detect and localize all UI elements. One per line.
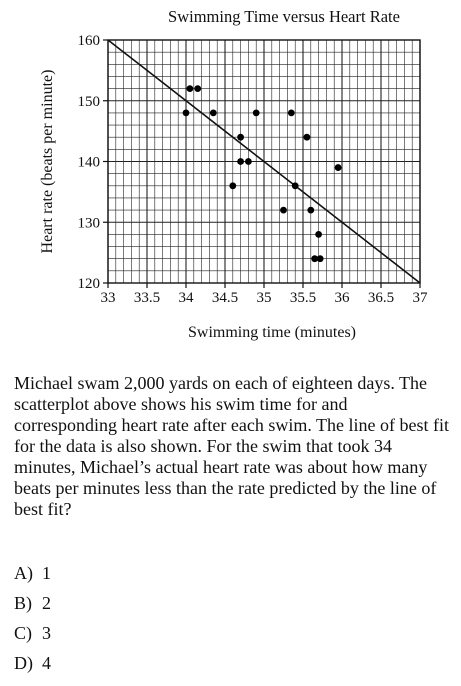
scatter-chart: 33 33.5 34 34.5 35 35.5 36 36.5 37 120 130 140 150 16…: [39, 7, 429, 341]
chart-title: Swimming Time versus Heart Rate: [168, 7, 400, 26]
choice-letter: C): [14, 623, 32, 643]
x-tick-label: 37: [413, 290, 429, 306]
y-axis-label: Heart rate (beats per minute): [39, 70, 56, 254]
x-tick-label: 36: [335, 290, 351, 306]
x-tick-label: 36.5: [368, 290, 394, 306]
data-point: [209, 109, 217, 117]
data-point: [311, 255, 319, 263]
x-tick-label: 34.5: [212, 290, 238, 306]
data-point: [194, 85, 202, 92]
data-point: [252, 109, 260, 117]
x-tick-label: 35.5: [290, 290, 316, 306]
chart-svg: 33 33.5 34 34.5 35 35.5 36 36.5 37 120 130 140 150 16…: [39, 7, 429, 341]
choice-value: 3: [42, 623, 51, 643]
data-point: [237, 133, 245, 141]
data-point: [307, 206, 315, 214]
x-axis-label: Swimming time (minutes): [188, 324, 356, 341]
x-tick-label: 35: [257, 290, 272, 306]
data-point: [315, 231, 322, 238]
data-point: [280, 206, 287, 214]
data-point: [303, 133, 311, 141]
choice-c[interactable]: C) 3: [14, 622, 51, 652]
x-tick-label: 33.5: [134, 290, 160, 306]
data-point: [291, 182, 299, 190]
data-point: [229, 182, 237, 190]
y-tick-label: 120: [78, 276, 101, 292]
choice-a[interactable]: A) 1: [14, 562, 51, 592]
choice-d[interactable]: D) 4: [14, 652, 51, 682]
choice-b[interactable]: B) 2: [14, 592, 51, 622]
x-tick-label: 33: [101, 290, 116, 306]
y-tick-label: 160: [78, 33, 101, 49]
data-point: [182, 109, 190, 117]
choice-letter: B): [14, 593, 32, 613]
choice-letter: A): [14, 563, 33, 583]
choice-value: 1: [42, 563, 51, 583]
x-tick-label: 34: [179, 290, 195, 306]
y-tick-label: 140: [78, 155, 101, 171]
best-fit-line: [107, 39, 421, 284]
y-tick-label: 130: [78, 215, 101, 231]
data-point: [334, 164, 342, 171]
data-point: [237, 158, 245, 165]
y-tick-label: 150: [78, 94, 101, 110]
answer-choices: A) 1 B) 2 C) 3 D) 4: [14, 562, 51, 682]
choice-letter: D): [14, 653, 33, 673]
data-point: [316, 255, 324, 263]
choice-value: 2: [42, 593, 51, 613]
question-text: Michael swam 2,000 yards on each of eigh…: [14, 373, 449, 519]
data-point: [287, 109, 295, 117]
data-point: [186, 85, 194, 92]
data-point: [245, 158, 252, 165]
choice-value: 4: [42, 653, 51, 673]
